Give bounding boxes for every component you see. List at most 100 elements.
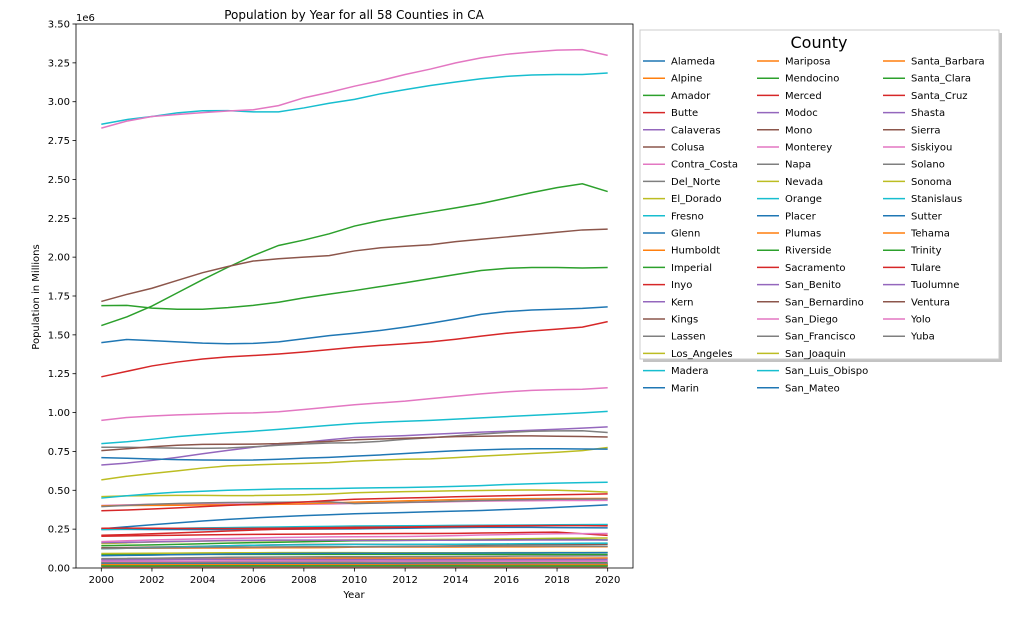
y-axis-offset-label: 1e6 [76,13,95,24]
legend-label: Butte [671,108,698,119]
legend-entry-kings: Kings [643,315,698,326]
series-line-solano [101,498,608,508]
y-tick-label: 0.75 [48,447,70,458]
x-tick-label: 2008 [291,575,316,586]
series-line-lassen [101,561,608,565]
series-line-san-mateo [101,448,608,461]
legend-entry-tulare: Tulare [883,263,941,274]
series-line-orange [101,72,608,125]
y-axis-label: Population in Millions [31,244,42,349]
x-tick-label: 2002 [139,575,164,586]
legend-label: Madera [671,366,709,377]
legend-label: San_Joaquin [785,349,846,360]
series-line-stanislaus [101,481,608,499]
y-tick-label: 1.50 [48,330,70,341]
legend-label: Kings [671,315,698,326]
series-line-fresno [101,410,608,445]
legend-label: San_Mateo [785,383,840,394]
legend-entry-san-francisco: San_Francisco [757,332,856,343]
legend-label: Santa_Clara [911,74,971,85]
legend-label: Mariposa [785,57,830,68]
legend-entry-alpine: Alpine [643,74,702,85]
legend-label: Modoc [785,108,818,119]
legend-label: Sierra [911,125,940,136]
y-tick-label: 3.00 [48,97,70,108]
x-tick-label: 2020 [595,575,620,586]
legend-entry-lassen: Lassen [643,332,706,343]
x-tick-label: 2004 [190,575,215,586]
legend-label: Lassen [671,332,706,343]
y-tick-label: 1.00 [48,408,70,419]
legend-box [639,29,1000,360]
legend-entry-san-mateo: San_Mateo [757,383,840,394]
legend-entry-glenn: Glenn [643,229,700,240]
legend-entry-riverside: Riverside [757,246,831,257]
legend-label: Riverside [785,246,831,257]
series-line-santa-cruz [101,524,608,530]
x-tick-label: 2010 [342,575,367,586]
legend-entry-stanislaus: Stanislaus [883,194,962,205]
legend-entry-tehama: Tehama [883,229,950,240]
series-line-santa-barbara [101,497,608,507]
legend-items: Alameda Alpine Amador Butte Calaveras Colusa C… [643,57,985,394]
y-tick-label: 2.50 [48,175,70,186]
legend-entry-los-angeles: Los_Angeles [643,349,733,360]
y-tick-label: 0.25 [48,525,70,536]
legend-label: Trinity [910,246,942,257]
legend-entry-butte: Butte [643,108,698,119]
legend-label: Siskiyou [911,143,952,154]
legend-label: Placer [785,211,817,222]
y-tick-label: 1.25 [48,369,70,380]
series-line-riverside [101,183,608,327]
y-tick-label: 1.75 [48,292,70,303]
legend-entry-kern: Kern [643,297,694,308]
legend-label: Orange [785,194,822,205]
y-tick-label: 3.25 [48,58,70,69]
legend-entry-merced: Merced [757,91,822,102]
y-tick-label: 2.75 [48,136,70,147]
series-line-yolo [101,532,608,543]
x-tick-label: 2018 [544,575,569,586]
legend-label: Napa [785,160,811,171]
y-tick-label: 2.25 [48,214,70,225]
legend-entry-fresno: Fresno [643,211,704,222]
legend-label: Sacramento [785,263,845,274]
legend-entry-yolo: Yolo [883,315,931,326]
series-line-napa [101,545,608,550]
legend-entry-sutter: Sutter [883,211,943,222]
series-line-san-diego [101,48,608,129]
legend-entry-mono: Mono [757,125,812,136]
series-line-san-bernardino [101,228,608,303]
x-axis-ticks: 2000 2002 2004 2006 2008 2010 2012 2014 2016 2018… [89,568,620,586]
legend-entry-solano: Solano [883,160,945,171]
legend-label: Imperial [671,263,712,274]
legend-title: County [791,33,848,52]
legend-label: Fresno [671,211,704,222]
legend-label: San_Luis_Obispo [785,366,868,377]
legend-entry-tuolumne: Tuolumne [883,280,959,291]
legend-entry-san-bernardino: San_Bernardino [757,297,864,308]
y-axis-ticks: 0.00 0.25 0.50 0.75 1.00 1.25 1.50 1.75 2.00 2.25… [48,20,76,575]
legend-label: Santa_Cruz [911,91,968,102]
series-line-contra-costa [101,386,608,422]
x-tick-label: 2000 [89,575,114,586]
series-line-ventura [101,435,608,452]
legend-label: Mendocino [785,74,839,85]
legend-label: Calaveras [671,125,721,136]
chart-title: Population by Year for all 58 Counties i… [224,8,484,22]
legend-entry-monterey: Monterey [757,143,832,154]
legend-entry-orange: Orange [757,194,822,205]
legend-label: Humboldt [671,246,720,257]
legend-entry-mendocino: Mendocino [757,74,839,85]
series-line-tulare [101,493,608,512]
legend-entry-plumas: Plumas [757,229,821,240]
legend-entry-colusa: Colusa [643,143,705,154]
series-line-santa-clara [101,266,608,310]
legend-label: Alpine [671,74,702,85]
legend-label: Solano [911,160,945,171]
series-line-yuba [101,554,608,560]
series-line-shasta [101,539,608,544]
legend-entry-san-joaquin: San_Joaquin [757,349,846,360]
x-tick-label: 2014 [443,575,468,586]
legend: County Alameda Alpine Amador Butte Calaveras… [639,29,1002,394]
